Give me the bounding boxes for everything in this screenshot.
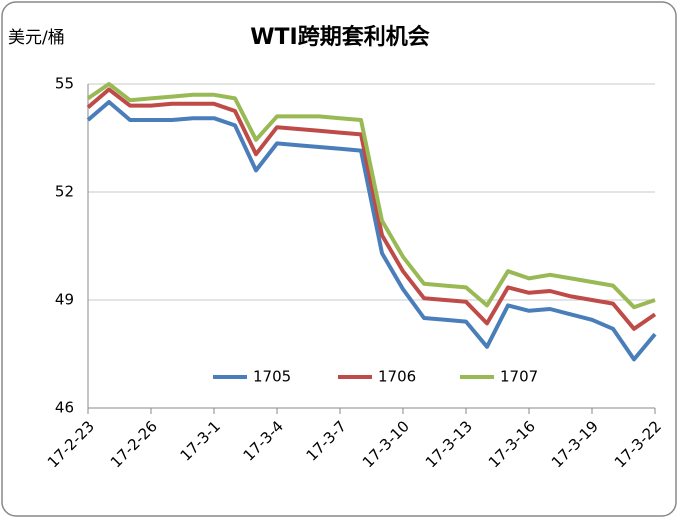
y-tick-label: 55 xyxy=(55,75,74,93)
y-tick-label: 46 xyxy=(55,399,74,417)
y-axis-label: 美元/桶 xyxy=(8,28,65,48)
chart-frame xyxy=(1,1,677,517)
chart-title: WTI跨期套利机会 xyxy=(250,24,429,50)
legend-label: 1705 xyxy=(253,368,291,386)
y-tick-label: 49 xyxy=(55,291,74,309)
series-line xyxy=(86,82,656,310)
series-line xyxy=(86,100,657,362)
legend-label: 1706 xyxy=(378,368,416,386)
y-tick-label: 52 xyxy=(55,183,74,201)
legend-label: 1707 xyxy=(500,368,538,386)
series-line xyxy=(86,87,657,331)
